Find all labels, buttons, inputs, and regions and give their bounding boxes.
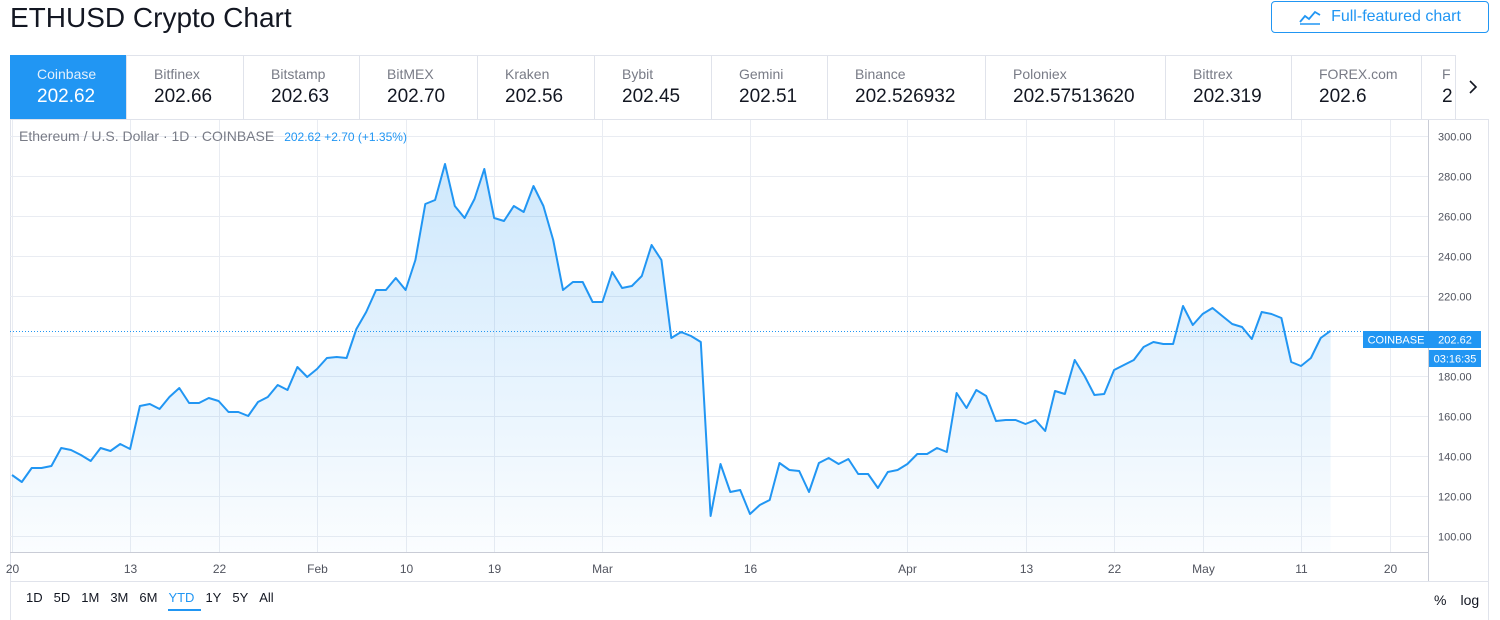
exchange-name: FOREX.com	[1319, 66, 1398, 82]
x-tick-label: 20	[1384, 562, 1398, 576]
exchange-price: 202.319	[1193, 86, 1262, 107]
x-tick-label: Apr	[898, 562, 917, 576]
y-tick-label: 300.00	[1438, 132, 1472, 144]
exchange-price: 202.51	[739, 86, 798, 107]
last-price-marker: COINBASE 202.62 03:16:35	[1363, 331, 1481, 367]
exchange-price: 202.56	[505, 86, 564, 107]
bar-close-countdown: 03:16:35	[1434, 354, 1477, 366]
range-ytd-button[interactable]: YTD	[168, 590, 202, 611]
exchange-name: Bybit	[622, 66, 654, 82]
exchange-price: 202.57513620	[1013, 86, 1135, 107]
x-tick-label: 10	[400, 562, 414, 576]
range-1d-button[interactable]: 1D	[26, 590, 43, 605]
range-3m-button[interactable]: 3M	[110, 590, 129, 605]
range-5y-button[interactable]: 5Y	[232, 590, 249, 605]
exchange-name: Coinbase	[37, 66, 97, 82]
exchange-tabs: Coinbase 202.62 Bitfinex 202.66 Bitstamp 20…	[10, 55, 1455, 119]
exchange-tab-bitstamp[interactable]: Bitstamp 202.63	[244, 55, 360, 119]
x-tick-label: 19	[488, 562, 502, 576]
x-tick-label: 20	[6, 562, 20, 576]
exchange-name: Bitstamp	[271, 66, 326, 82]
scale-options: % log	[1434, 592, 1479, 608]
y-tick-label: 220.00	[1438, 292, 1472, 304]
exchange-name: Kraken	[505, 66, 550, 82]
x-tick-label: 22	[213, 562, 227, 576]
exchange-name: Bittrex	[1193, 66, 1233, 82]
y-tick-label: 260.00	[1438, 212, 1472, 224]
exchange-price: 202.62	[37, 86, 96, 107]
time-axis: 20 13 22 Feb 10 19 Mar 16 Apr 13 22 May 11 20	[6, 562, 1398, 576]
tabs-scroll-next-button[interactable]	[1455, 55, 1489, 119]
chart-widget-frame	[10, 55, 1489, 620]
exchange-price: 202.6	[1319, 86, 1367, 107]
exchange-tab-coinbase[interactable]: Coinbase 202.62	[10, 55, 127, 119]
exchange-name: Poloniex	[1013, 66, 1067, 82]
y-tick-label: 100.00	[1438, 532, 1472, 544]
range-5d-button[interactable]: 5D	[53, 590, 71, 605]
exchange-price: 202.63	[271, 86, 330, 107]
exchange-price: 202.45	[622, 86, 681, 107]
price-area-fill	[12, 164, 1331, 552]
exchange-tab-gemini[interactable]: Gemini 202.51	[712, 55, 828, 119]
price-axis: 100.00120.00140.00160.00180.00200.00220.…	[1438, 132, 1472, 544]
y-tick-label: 240.00	[1438, 252, 1472, 264]
last-price-value: 202.62	[1438, 335, 1472, 347]
chevron-right-icon	[1468, 80, 1477, 94]
tabs-divider	[10, 119, 1489, 120]
x-tick-label: 16	[744, 562, 758, 576]
legend-symbol: Ethereum / U.S. Dollar · 1D · COINBASE	[19, 128, 275, 144]
exchange-price: 202.66	[154, 86, 213, 107]
range-6m-button[interactable]: 6M	[139, 590, 158, 605]
exchange-name: BitMEX	[387, 66, 434, 82]
exchange-tab-bitfinex[interactable]: Bitfinex 202.66	[127, 55, 244, 119]
chart-legend: Ethereum / U.S. Dollar · 1D · COINBASE 2…	[19, 128, 407, 144]
countdown-bg	[1429, 350, 1481, 367]
exchange-tab-bitmex[interactable]: BitMEX 202.70	[360, 55, 478, 119]
range-1y-button[interactable]: 1Y	[205, 590, 222, 605]
exchange-tab-binance[interactable]: Binance 202.526932	[828, 55, 986, 119]
percent-scale-toggle[interactable]: %	[1434, 592, 1447, 608]
full-featured-chart-button[interactable]: Full-featured chart	[1271, 1, 1489, 33]
exchange-tab-bybit[interactable]: Bybit 202.45	[595, 55, 712, 119]
x-tick-label: Feb	[307, 562, 328, 576]
x-tick-label: Mar	[592, 562, 613, 576]
exchange-tab-bittrex[interactable]: Bittrex 202.319	[1166, 55, 1292, 119]
y-tick-label: 280.00	[1438, 172, 1472, 184]
y-tick-label: 140.00	[1438, 452, 1472, 464]
legend-values: 202.62 +2.70 (+1.35%)	[284, 130, 407, 144]
full-featured-chart-label: Full-featured chart	[1331, 8, 1461, 25]
log-scale-toggle[interactable]: log	[1460, 592, 1480, 608]
y-tick-label: 160.00	[1438, 412, 1472, 424]
last-price-source-bg	[1363, 331, 1429, 348]
exchange-tab-kraken[interactable]: Kraken 202.56	[478, 55, 595, 119]
last-price-value-bg	[1429, 331, 1481, 348]
x-tick-label: 11	[1295, 562, 1308, 576]
x-tick-label: May	[1192, 562, 1215, 576]
range-all-button[interactable]: All	[259, 590, 274, 605]
exchange-tab-forex[interactable]: FOREX.com 202.6	[1292, 55, 1422, 119]
last-price-source: COINBASE	[1368, 335, 1425, 347]
x-tick-label: 13	[124, 562, 138, 576]
exchange-name: Binance	[855, 66, 906, 82]
x-tick-label: 13	[1020, 562, 1034, 576]
exchange-name: Gemini	[739, 66, 784, 82]
exchange-price: 2	[1442, 86, 1453, 107]
exchange-name: F	[1442, 66, 1451, 82]
price-line	[11, 163, 1332, 517]
chart-line-icon	[1299, 10, 1321, 25]
y-tick-label: 180.00	[1438, 372, 1472, 384]
exchange-tab-poloniex[interactable]: Poloniex 202.57513620	[986, 55, 1166, 119]
exchange-price: 202.526932	[855, 86, 956, 107]
page-title: ETHUSD Crypto Chart	[10, 2, 292, 33]
x-tick-label: 22	[1108, 562, 1122, 576]
date-range-selector: 1D 5D 1M 3M 6M YTD 1Y 5Y All	[26, 590, 285, 611]
y-tick-label: 120.00	[1438, 492, 1472, 504]
exchange-price: 202.70	[387, 86, 446, 107]
range-1m-button[interactable]: 1M	[81, 590, 100, 605]
exchange-name: Bitfinex	[154, 66, 200, 82]
